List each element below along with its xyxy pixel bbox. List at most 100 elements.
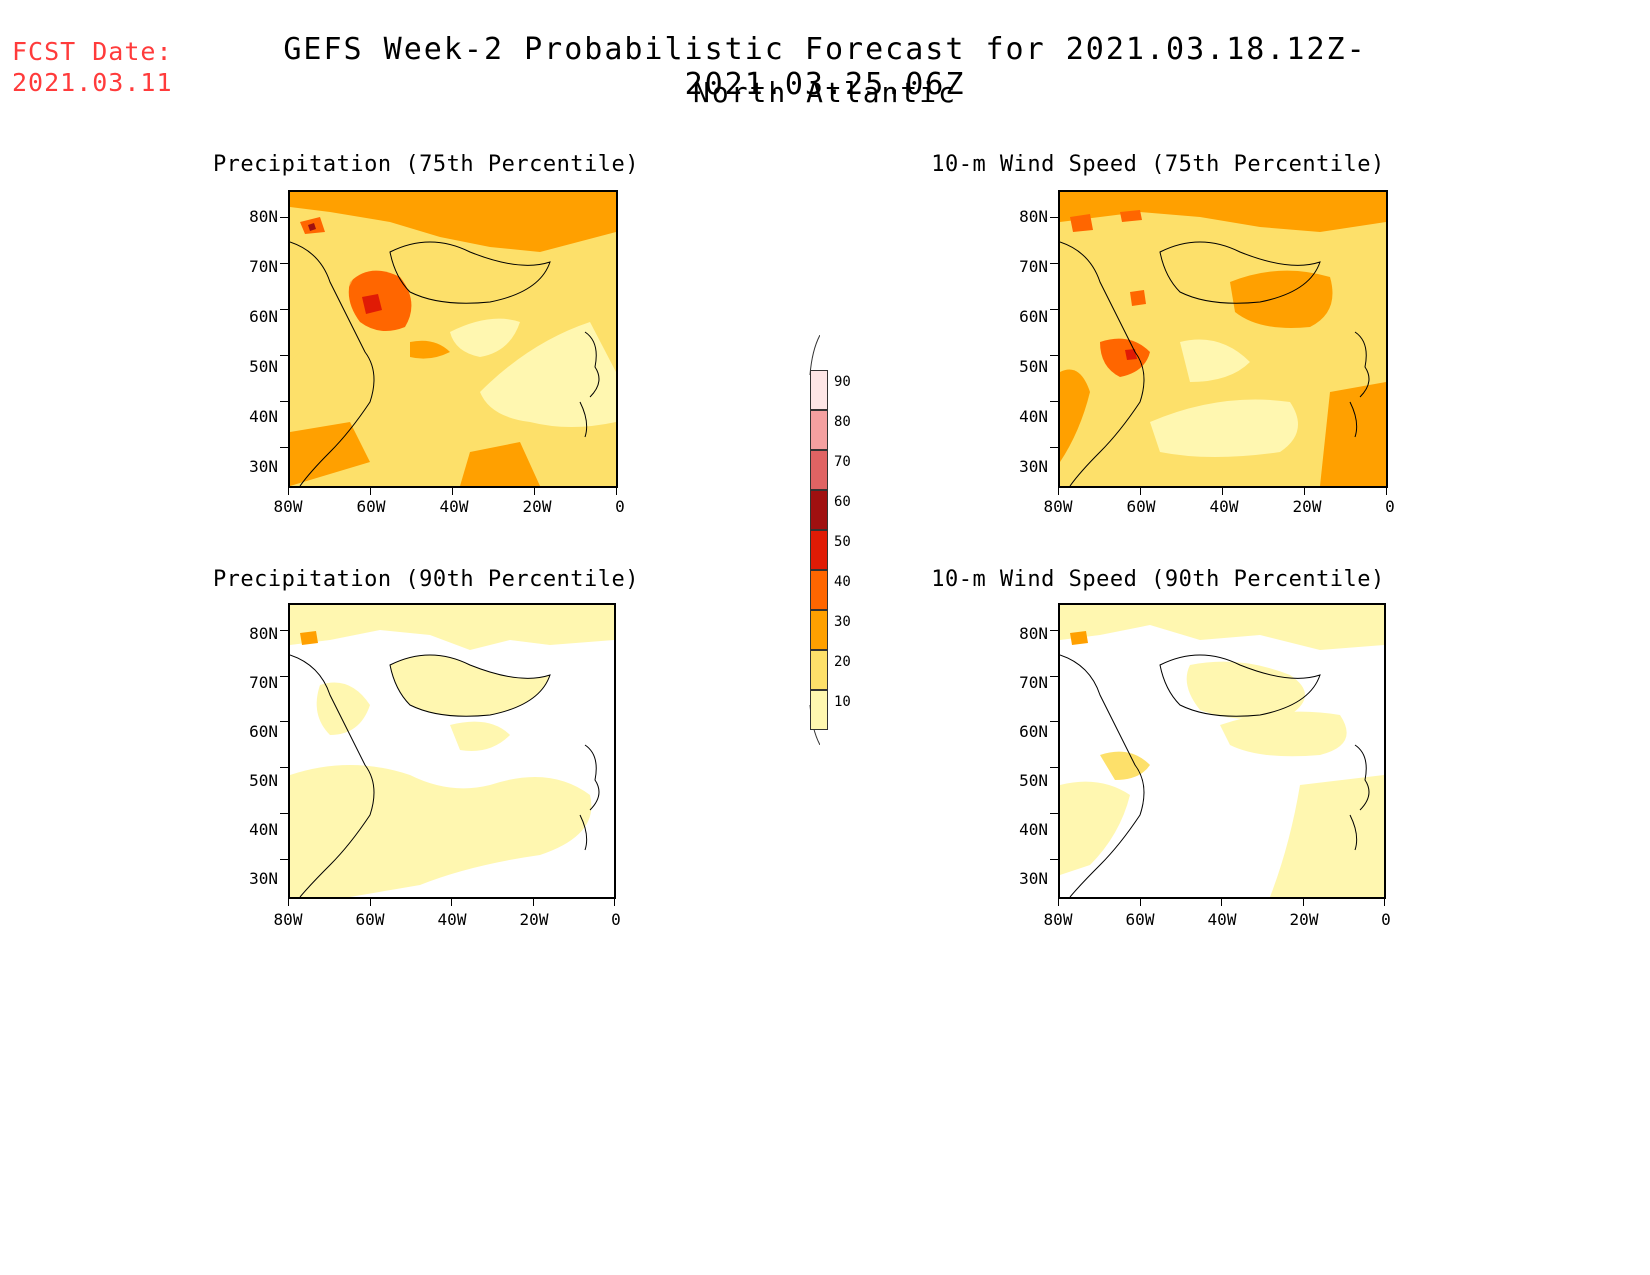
colorbar-label: 20 — [834, 654, 851, 670]
colorbar-swatch — [810, 410, 828, 450]
panel-title-wind-90: 10-m Wind Speed (90th Percentile) — [931, 567, 1385, 592]
lat-tick — [1050, 263, 1058, 265]
lon-tick — [614, 899, 615, 906]
lat-tick — [1050, 812, 1058, 814]
map-wind-90 — [1058, 603, 1386, 899]
lat-label: 60N — [249, 307, 278, 326]
lat-tick — [280, 447, 288, 449]
lon-tick — [1302, 899, 1304, 906]
lat-label: 80N — [249, 207, 278, 226]
lon-label: 0 — [1381, 910, 1391, 929]
forecast-date-caption: FCST Date: — [12, 37, 173, 66]
lat-tick — [280, 401, 288, 403]
lon-tick — [1222, 488, 1223, 495]
lon-label: 60W — [355, 910, 385, 929]
map-wind-75 — [1058, 190, 1388, 488]
panel-title-precip-90: Precipitation (90th Percentile) — [212, 567, 640, 592]
lat-label: 50N — [1019, 771, 1048, 790]
lon-label: 40W — [1207, 910, 1237, 929]
colorbar-swatch — [810, 570, 828, 610]
lon-tick — [370, 488, 371, 495]
lat-label: 60N — [1019, 722, 1048, 741]
colorbar-label: 90 — [834, 374, 851, 390]
lat-tick — [280, 217, 288, 218]
map-precip-90 — [288, 603, 616, 899]
lat-label: 70N — [249, 257, 278, 276]
lon-label: 80W — [273, 497, 303, 516]
lon-label: 80W — [1043, 497, 1073, 516]
lon-tick — [1139, 899, 1141, 906]
lat-tick — [280, 630, 288, 631]
lat-tick — [1050, 675, 1058, 677]
colorbar-swatch — [810, 650, 828, 690]
colorbar-label: 50 — [834, 534, 851, 550]
lon-label: 20W — [519, 910, 549, 929]
lat-label: 30N — [1019, 457, 1048, 476]
lat-tick — [1050, 355, 1058, 357]
lat-label: 70N — [249, 673, 278, 692]
page-title: GEFS Week-2 Probabilistic Forecast for 2… — [283, 32, 1367, 102]
lon-label: 20W — [1292, 497, 1322, 516]
lon-label: 60W — [356, 497, 386, 516]
lat-label: 80N — [1019, 624, 1048, 643]
lat-label: 30N — [249, 869, 278, 888]
lat-tick — [1050, 217, 1058, 218]
lat-tick — [280, 767, 288, 769]
lat-tick — [1050, 447, 1058, 449]
colorbar-swatch — [810, 690, 828, 730]
lon-label: 80W — [273, 910, 303, 929]
lon-tick — [1058, 899, 1059, 906]
lon-tick — [1140, 488, 1141, 495]
lon-tick — [616, 488, 617, 495]
lat-label: 30N — [1019, 869, 1048, 888]
lon-label: 40W — [437, 910, 467, 929]
lon-label: 40W — [1209, 497, 1239, 516]
forecast-date-value: 2021.03.11 — [12, 68, 173, 97]
colorbar-label: 40 — [834, 574, 851, 590]
lon-tick — [1058, 488, 1059, 495]
lat-tick — [280, 858, 288, 860]
colorbar-swatch — [810, 370, 828, 410]
lat-label: 40N — [1019, 407, 1048, 426]
colorbar-label: 70 — [834, 454, 851, 470]
lat-label: 40N — [1019, 820, 1048, 839]
lat-tick — [1050, 767, 1058, 769]
lat-label: 70N — [1019, 673, 1048, 692]
colorbar-swatch — [810, 490, 828, 530]
forecast-date-label: FCST Date: 2021.03.11 — [12, 36, 173, 98]
colorbar-label: 30 — [834, 614, 851, 630]
lon-tick — [288, 488, 289, 495]
lat-tick — [280, 812, 288, 814]
lon-label: 0 — [615, 497, 625, 516]
lon-label: 40W — [439, 497, 469, 516]
lat-tick — [280, 721, 288, 723]
region-subtitle: North Atlantic — [692, 76, 957, 109]
lat-tick — [1050, 858, 1058, 860]
lon-tick — [1384, 899, 1385, 906]
lon-tick — [532, 899, 534, 906]
lon-label: 60W — [1125, 910, 1155, 929]
lat-tick — [1050, 309, 1058, 311]
lon-tick — [1386, 488, 1387, 495]
lon-label: 0 — [611, 910, 621, 929]
map-precip-75 — [288, 190, 618, 488]
panel-title-wind-75: 10-m Wind Speed (75th Percentile) — [931, 152, 1385, 177]
lat-label: 40N — [249, 820, 278, 839]
lon-tick — [1221, 899, 1222, 906]
lon-tick — [369, 899, 371, 906]
colorbar-swatch — [810, 610, 828, 650]
lat-label: 50N — [249, 771, 278, 790]
lon-tick — [534, 488, 535, 495]
lon-tick — [288, 899, 289, 906]
lat-label: 40N — [249, 407, 278, 426]
colorbar-label: 60 — [834, 494, 851, 510]
colorbar-label: 10 — [834, 694, 851, 710]
lat-label: 80N — [1019, 207, 1048, 226]
lat-tick — [280, 263, 288, 265]
colorbar-label: 80 — [834, 414, 851, 430]
panel-title-precip-75: Precipitation (75th Percentile) — [212, 152, 640, 177]
lon-label: 80W — [1043, 910, 1073, 929]
colorbar-swatch — [810, 530, 828, 570]
lat-tick — [1050, 721, 1058, 723]
lat-label: 60N — [1019, 307, 1048, 326]
